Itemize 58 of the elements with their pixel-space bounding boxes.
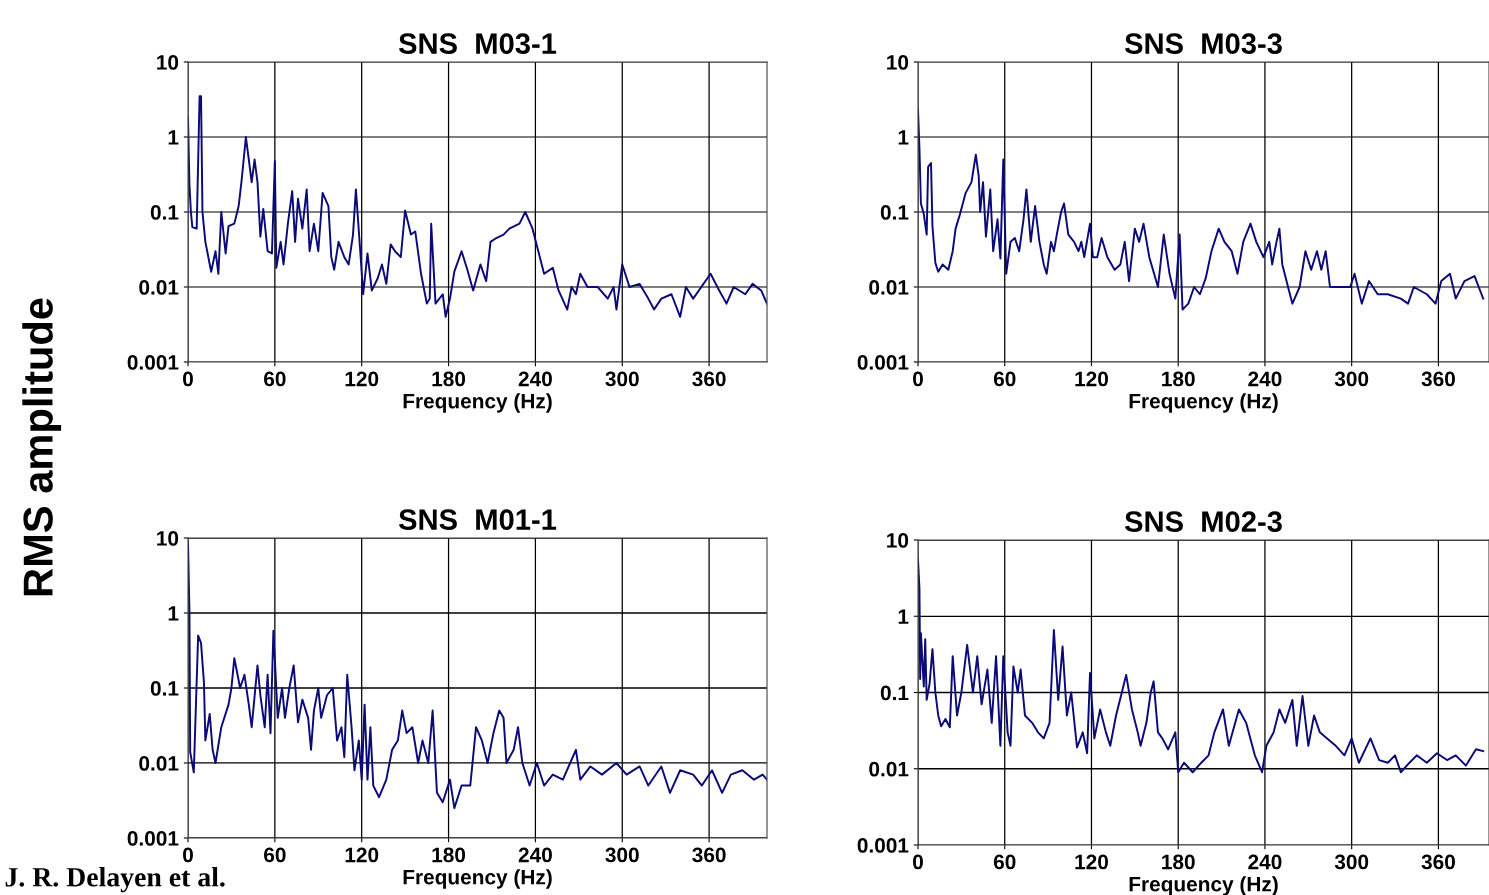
chart-title: SNS M03-1 bbox=[398, 33, 557, 54]
x-tick-label: 360 bbox=[692, 371, 726, 387]
chart-title: SNS M03-3 bbox=[1124, 33, 1282, 54]
x-tick-label: 0 bbox=[183, 847, 193, 863]
y-tick-label: 1 bbox=[898, 609, 909, 624]
x-tick-label: 60 bbox=[993, 371, 1016, 387]
x-tick-label: 120 bbox=[345, 847, 379, 863]
x-tick-label: 300 bbox=[605, 371, 639, 387]
chart-title: SNS M01-1 bbox=[398, 509, 557, 530]
x-axis-title: Frequency (Hz) bbox=[1129, 393, 1278, 413]
y-tick-label: 0.01 bbox=[869, 761, 909, 777]
x-tick-label: 180 bbox=[432, 371, 466, 387]
x-axis-title: Frequency (Hz) bbox=[403, 869, 552, 889]
x-tick-label: 180 bbox=[1162, 371, 1195, 387]
y-tick-label: 10 bbox=[157, 531, 179, 546]
x-tick-label: 240 bbox=[518, 371, 552, 387]
x-tick-label: 0 bbox=[913, 854, 923, 870]
x-axis-title: Frequency (Hz) bbox=[403, 393, 552, 413]
x-tick-label: 0 bbox=[913, 371, 923, 387]
y-tick-label: 1 bbox=[168, 606, 179, 621]
y-tick-label: 0.1 bbox=[150, 205, 179, 220]
y-tick-label: 0.01 bbox=[139, 280, 179, 295]
x-tick-label: 240 bbox=[1248, 371, 1282, 387]
x-tick-label: 360 bbox=[1421, 371, 1455, 387]
x-tick-label: 60 bbox=[993, 854, 1016, 870]
y-tick-label: 10 bbox=[887, 55, 909, 70]
x-tick-label: 300 bbox=[1334, 854, 1369, 870]
y-tick-label: 0.1 bbox=[880, 205, 909, 220]
y-tick-label: 0.01 bbox=[869, 280, 909, 295]
x-tick-label: 360 bbox=[1421, 854, 1455, 870]
x-tick-label: 120 bbox=[1075, 854, 1108, 870]
x-tick-label: 0 bbox=[183, 371, 193, 387]
y-tick-label: 0.001 bbox=[857, 355, 909, 370]
y-tick-label: 1 bbox=[898, 130, 909, 145]
y-tick-label: 0.1 bbox=[150, 681, 179, 696]
y-tick-label: 1 bbox=[168, 130, 179, 145]
y-tick-label: 10 bbox=[887, 533, 909, 548]
x-tick-label: 120 bbox=[1075, 371, 1108, 387]
x-tick-label: 60 bbox=[264, 371, 286, 387]
chart-title: SNS M02-3 bbox=[1124, 511, 1282, 532]
x-tick-label: 180 bbox=[432, 847, 466, 863]
x-tick-label: 300 bbox=[1334, 371, 1369, 387]
x-tick-label: 180 bbox=[1162, 854, 1195, 870]
text: J. R. Delayen et al. bbox=[5, 867, 225, 893]
x-tick-label: 60 bbox=[264, 847, 286, 863]
x-tick-label: 300 bbox=[605, 847, 639, 863]
x-tick-label: 120 bbox=[345, 371, 379, 387]
x-axis-title: Frequency (Hz) bbox=[1129, 876, 1278, 895]
x-tick-label: 240 bbox=[518, 847, 552, 863]
y-tick-label: 0.001 bbox=[127, 355, 179, 370]
y-tick-label: 0.1 bbox=[880, 685, 909, 701]
y-tick-label: 0.001 bbox=[857, 838, 909, 853]
y-axis-title: RMS amplitude bbox=[22, 298, 62, 596]
x-tick-label: 240 bbox=[1248, 854, 1282, 870]
y-tick-label: 10 bbox=[157, 55, 179, 70]
y-tick-label: 0.001 bbox=[127, 831, 179, 846]
y-tick-label: 0.01 bbox=[139, 756, 179, 771]
x-tick-label: 360 bbox=[692, 847, 726, 863]
